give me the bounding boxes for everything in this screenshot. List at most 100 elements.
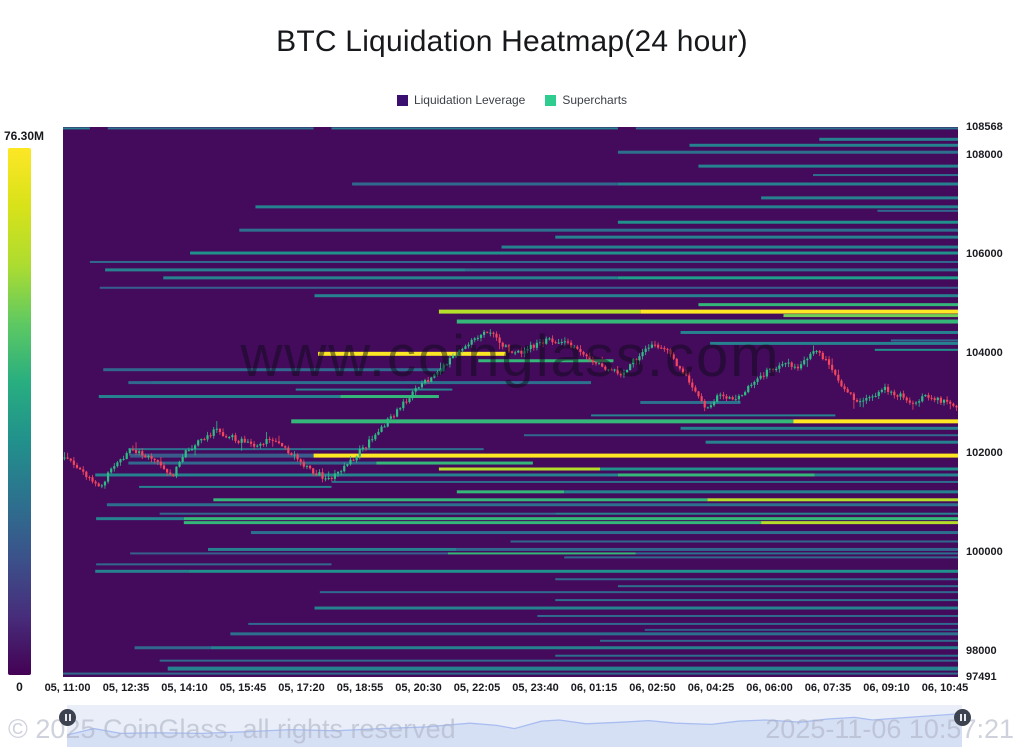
candle-body — [128, 449, 131, 454]
liquidation-band — [783, 314, 958, 318]
candle-body — [315, 473, 318, 476]
liquidation-band — [190, 251, 958, 255]
liquidation-band — [89, 260, 958, 263]
candle-body — [507, 345, 511, 352]
candle-body — [526, 349, 529, 351]
legend-item-1[interactable]: Supercharts — [545, 93, 627, 107]
candle-body — [265, 438, 268, 445]
candle-body — [436, 371, 439, 375]
liquidation-band — [331, 480, 958, 483]
candle-body — [753, 381, 756, 385]
candle-body — [91, 477, 94, 482]
colorbar-max-label: 76.30M — [4, 129, 45, 143]
x-axis-label: 05, 15:45 — [219, 682, 267, 694]
heatmap-canvas[interactable] — [63, 127, 958, 677]
candle-body — [274, 440, 277, 442]
candle-body — [641, 351, 644, 357]
timestamp-text: 2025-11-06 10:57:21 — [765, 714, 1014, 744]
navigator-area-fill — [67, 713, 962, 747]
candle-body — [333, 473, 337, 479]
liquidation-band — [95, 473, 618, 477]
x-axis-label: 06, 06:00 — [746, 682, 793, 694]
candle-body — [131, 449, 135, 451]
candle-body — [448, 358, 452, 365]
candle-body — [231, 435, 234, 438]
candle-body — [548, 338, 551, 340]
legend-item-0[interactable]: Liquidation Leverage — [396, 93, 525, 107]
navigator-right-handle[interactable] — [954, 709, 971, 726]
candle-body — [479, 334, 483, 338]
liquidation-band — [188, 569, 958, 573]
candle-body — [657, 344, 660, 348]
colorbar-min-label: 0 — [16, 680, 23, 694]
candle-body — [625, 370, 629, 373]
candle-body — [622, 372, 626, 376]
y-axis-label: 108000 — [966, 148, 1003, 161]
candle-body — [706, 407, 709, 409]
candle-body — [859, 401, 862, 403]
candle-body — [277, 441, 281, 444]
candle-body — [464, 346, 467, 349]
candle-body — [722, 394, 725, 397]
candle-body — [312, 468, 315, 474]
candle-body — [790, 362, 793, 367]
liquidation-band — [313, 453, 958, 458]
candle-body — [955, 405, 958, 408]
x-axis-label: 05, 14:10 — [161, 682, 208, 694]
candle-body — [750, 384, 753, 387]
candle-body — [234, 435, 237, 441]
candle-body — [296, 454, 299, 460]
navigator-track[interactable] — [66, 705, 963, 747]
candle-body — [737, 395, 741, 400]
candle-body — [63, 457, 66, 459]
liquidation-band — [230, 632, 958, 636]
liquidation-band — [447, 552, 636, 555]
candle-body — [551, 338, 554, 343]
liquidation-band — [600, 467, 958, 471]
candle-body — [287, 447, 290, 454]
candle-body — [744, 392, 747, 396]
liquidation-band — [103, 368, 446, 372]
candle-body — [340, 471, 343, 473]
candle-body — [582, 352, 585, 355]
candle-body — [228, 437, 231, 439]
candle-body — [430, 377, 433, 382]
candle-body — [949, 401, 952, 404]
candle-body — [246, 441, 250, 443]
liquidation-band — [107, 127, 314, 130]
candle-body — [256, 445, 259, 447]
candle-body — [389, 416, 392, 419]
page-title: BTC Liquidation Heatmap(24 hour) — [276, 25, 748, 58]
candle-body — [768, 368, 772, 370]
candle-body — [796, 366, 800, 369]
heatmap-plot-area[interactable]: www.coinglass.com — [63, 127, 958, 677]
candle-body — [458, 350, 461, 356]
candle-body — [88, 477, 91, 479]
liquidation-band — [319, 591, 958, 594]
candle-body — [501, 342, 504, 347]
candle-body — [874, 395, 877, 397]
candle-body — [672, 354, 675, 359]
candle-body — [893, 391, 896, 396]
candle-body — [392, 416, 396, 418]
candle-body — [349, 459, 352, 465]
candle-body — [399, 408, 402, 410]
candle-body — [638, 356, 641, 361]
navigator-left-handle[interactable] — [59, 709, 76, 726]
candle-body — [364, 447, 368, 449]
candle-body — [240, 438, 243, 443]
candle-body — [827, 359, 831, 365]
candle-body — [896, 395, 899, 397]
candle-body — [144, 455, 147, 458]
liquidation-band — [250, 531, 958, 535]
liquidation-band — [600, 639, 958, 642]
candle-body — [150, 455, 153, 459]
liquidation-band — [295, 388, 453, 391]
candle-body — [82, 469, 85, 472]
candle-body — [815, 350, 818, 352]
liquidation-band — [139, 485, 332, 488]
liquidation-band — [340, 395, 439, 399]
candle-body — [569, 342, 573, 348]
candle-body — [914, 402, 918, 404]
candle-body — [775, 368, 778, 370]
